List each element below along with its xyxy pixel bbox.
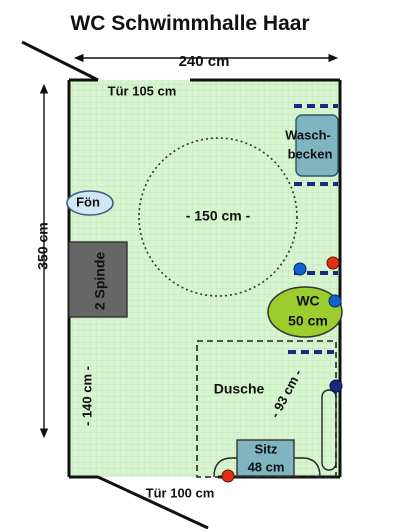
toilet-label-line2: 50 cm	[288, 313, 328, 329]
shower-control-icon	[329, 379, 343, 393]
alarm-button-icon	[326, 256, 340, 270]
wc-button-icon	[328, 294, 342, 308]
toilet	[267, 286, 343, 338]
shower-seat	[236, 439, 295, 477]
flush-button-icon	[293, 262, 307, 276]
lockers	[68, 241, 128, 318]
shower-width-label: - 140 cm -	[79, 366, 94, 426]
seat-label-line1: Sitz	[254, 441, 278, 456]
bottom-door-label: Tür 100 cm	[146, 485, 215, 500]
turning-circle-label: - 150 cm -	[186, 208, 251, 224]
top-door-leaf	[21, 40, 99, 82]
top-door-label: Tür 105 cm	[108, 83, 177, 98]
seat-label-line2: 48 cm	[248, 459, 285, 474]
hair-dryer	[66, 190, 114, 216]
height-label: 350 cm	[35, 222, 51, 269]
page-title: WC Schwimmhalle Haar	[70, 12, 309, 35]
shower-label: Dusche	[214, 381, 265, 397]
shower-alarm-button-icon	[221, 469, 235, 483]
shower-area	[196, 340, 337, 478]
lockers-label: 2 Spinde	[92, 252, 108, 311]
turning-circle	[138, 137, 298, 297]
sink	[295, 114, 339, 177]
shower-handrail	[321, 389, 337, 471]
bottom-door-leaf	[97, 475, 209, 530]
width-label: 240 cm	[179, 53, 230, 70]
sink-label-line1: Wasch-	[285, 127, 331, 142]
sink-label-line2: becken	[288, 146, 333, 161]
toilet-label-line1: WC	[296, 293, 319, 309]
hair-dryer-label: Fön	[76, 194, 100, 209]
